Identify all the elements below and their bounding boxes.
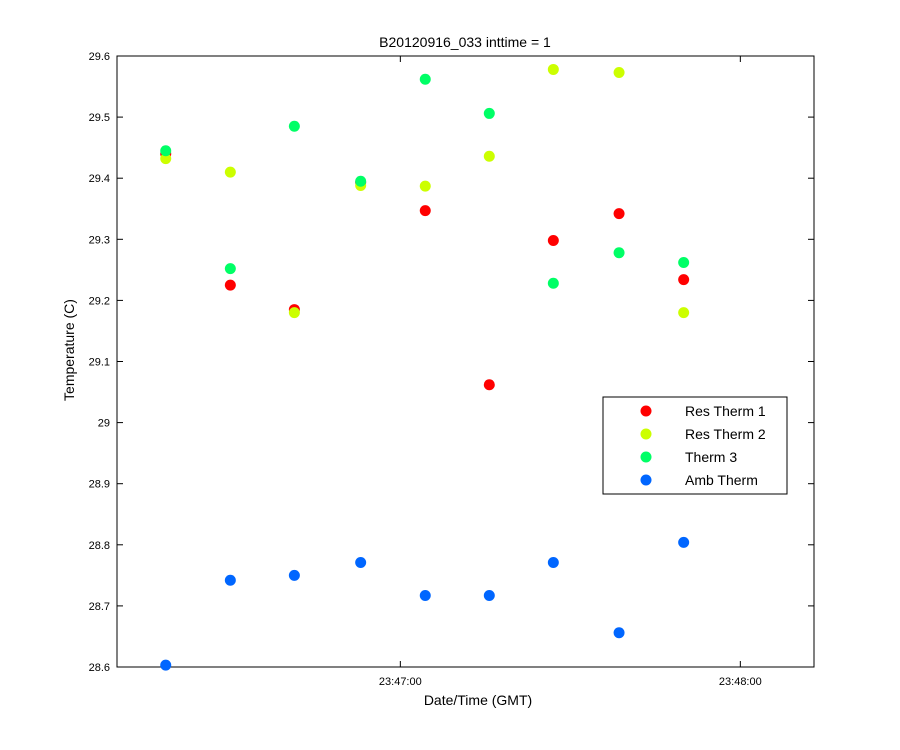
data-point-res-therm-1	[224, 279, 236, 291]
legend: Res Therm 1 Res Therm 2 Therm 3 Amb Therm	[602, 396, 788, 495]
data-point-res-therm-1	[678, 274, 690, 286]
data-point-therm-3	[224, 263, 236, 275]
data-point-res-therm-2	[483, 150, 495, 162]
y-tick-label: 29.5	[89, 112, 110, 124]
y-tick-label: 29.6	[89, 51, 110, 63]
data-point-amb-therm	[224, 574, 236, 586]
data-point-amb-therm	[613, 627, 625, 639]
legend-marker	[640, 451, 652, 463]
data-point-res-therm-1	[483, 379, 495, 391]
y-tick-label: 28.7	[89, 601, 110, 613]
data-point-res-therm-2	[160, 153, 172, 165]
y-tick-label: 29.2	[89, 295, 110, 307]
data-point-therm-3	[355, 175, 367, 187]
data-point-res-therm-2	[547, 63, 559, 75]
legend-marker	[640, 428, 652, 440]
x-tick-label: 23:48:00	[719, 676, 762, 688]
y-tick-label: 28.6	[89, 662, 110, 674]
legend-marker	[640, 405, 652, 417]
data-point-therm-3	[678, 257, 690, 269]
y-tick-label: 29	[98, 418, 110, 430]
data-point-therm-3	[160, 145, 172, 157]
data-point-res-therm-2	[288, 307, 300, 319]
legend-marker	[640, 474, 652, 486]
y-tick-label: 29.3	[89, 234, 110, 246]
y-tick-label: 28.9	[89, 479, 110, 491]
data-point-therm-3	[547, 277, 559, 289]
chart-title: B20120916_033 inttime = 1	[379, 34, 551, 50]
data-point-res-therm-2	[678, 307, 690, 319]
data-point-res-therm-2	[224, 166, 236, 178]
data-point-amb-therm	[419, 590, 431, 602]
legend-label: Res Therm 2	[685, 426, 766, 442]
data-point-res-therm-2	[613, 66, 625, 78]
x-axis-ticks: 23:47:00 23:48:00	[379, 56, 762, 688]
data-point-amb-therm	[160, 659, 172, 671]
data-point-res-therm-1	[547, 235, 559, 247]
data-point-res-therm-2	[419, 180, 431, 192]
data-point-amb-therm	[678, 536, 690, 548]
data-point-therm-3	[613, 247, 625, 259]
data-point-therm-3	[288, 120, 300, 132]
data-point-amb-therm	[288, 569, 300, 581]
y-tick-label: 28.8	[89, 540, 110, 552]
y-axis-ticks: 28.6 28.7 28.8 28.9 29 29.1 29.2 29.3 29.4 29.5 29…	[89, 51, 814, 674]
x-axis-label: Date/Time (GMT)	[424, 692, 532, 708]
plot-area	[116, 55, 815, 668]
data-point-amb-therm	[355, 557, 367, 569]
data-point-therm-3	[419, 73, 431, 85]
legend-label: Amb Therm	[685, 472, 758, 488]
data-point-amb-therm	[483, 590, 495, 602]
y-tick-label: 29.1	[89, 357, 110, 369]
x-tick-label: 23:47:00	[379, 676, 422, 688]
legend-box	[602, 396, 788, 495]
data-point-therm-3	[483, 107, 495, 119]
data-point-amb-therm	[547, 557, 559, 569]
y-axis-label: Temperature (C)	[61, 299, 77, 401]
legend-label: Res Therm 1	[685, 403, 766, 419]
data-points	[160, 63, 690, 671]
data-point-res-therm-1	[613, 208, 625, 220]
data-point-res-therm-1	[419, 205, 431, 217]
y-tick-label: 29.4	[89, 173, 110, 185]
legend-label: Therm 3	[685, 449, 737, 465]
